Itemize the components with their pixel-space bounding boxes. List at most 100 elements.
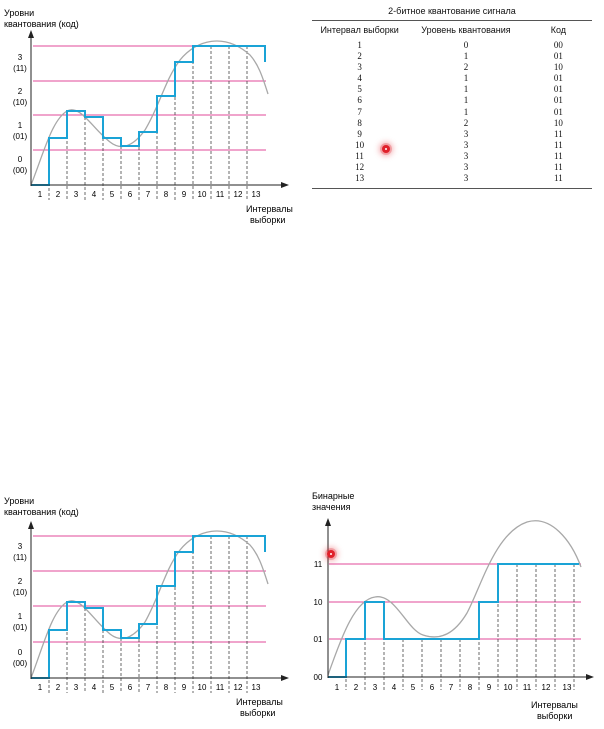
binary-staircase	[328, 563, 579, 678]
interval-label: 7	[449, 683, 454, 692]
level-code: (10)	[13, 588, 28, 597]
cell-code: 01	[553, 84, 563, 95]
interval-label: 6	[128, 190, 133, 199]
quantization-diagram-bottom: Уровни квантования (код) 0 (00) 1 (01) 2…	[4, 496, 289, 718]
cell-level: 1	[463, 84, 469, 95]
axes	[30, 34, 284, 186]
level-label: 3	[18, 542, 23, 551]
x-axis-title: Интервалы выборки	[531, 700, 578, 721]
interval-labels: 1 2 3 4 5 6 7 8 9 10 11 12 13	[38, 683, 261, 692]
cell-level: 3	[463, 128, 469, 139]
cell-interval: 12	[355, 162, 365, 173]
cell-code: 01	[553, 51, 563, 62]
table-row: 5 1 01	[312, 84, 592, 95]
interval-label: 7	[146, 683, 151, 692]
interval-labels: 1 2 3 4 5 6 7 8 9 10 11 12 13	[38, 190, 261, 199]
x-axis-arrow-icon	[281, 675, 289, 681]
level-label: 2	[18, 577, 23, 586]
table-row: 9 3 11	[312, 129, 592, 140]
cell-level: 2	[463, 117, 469, 128]
y-axis-title-line-2: квантования (код)	[4, 507, 79, 517]
cell-interval: 9	[357, 128, 362, 139]
interval-label: 9	[182, 190, 187, 199]
interval-label: 8	[164, 190, 169, 199]
header-level: Уровень квантования	[421, 25, 511, 35]
interval-label: 8	[468, 683, 473, 692]
cell-interval: 6	[357, 95, 362, 106]
cell-code: 11	[554, 128, 563, 139]
table-top-rule	[312, 20, 592, 21]
cell-code: 01	[553, 106, 563, 117]
cell-interval: 13	[355, 173, 365, 184]
table-title: 2-битное квантование сигнала	[388, 6, 516, 16]
level-label: 1	[18, 612, 23, 621]
cell-code: 11	[554, 139, 563, 150]
interval-label: 5	[110, 683, 115, 692]
interval-dashes	[345, 564, 575, 690]
interval-label: 12	[234, 190, 243, 199]
x-axis-title-line-1: Интервалы	[236, 697, 283, 707]
level-label: 1	[18, 121, 23, 130]
interval-label: 10	[198, 190, 207, 199]
interval-label: 2	[56, 683, 61, 692]
interval-label: 12	[542, 683, 551, 692]
table-header-row: Интервал выборки Уровень квантования Код	[312, 21, 592, 40]
cell-code: 00	[553, 40, 563, 50]
table-row: 3 2 10	[312, 62, 592, 73]
table-row: 4 1 01	[312, 73, 592, 84]
cell-level: 3	[463, 162, 469, 173]
table-row: 1 0 00	[312, 40, 592, 51]
level-labels: 0 (00) 1 (01) 2 (10) 3 (11)	[13, 542, 28, 668]
interval-label: 13	[252, 683, 261, 692]
level-label: 2	[18, 87, 23, 96]
interval-label: 13	[252, 190, 261, 199]
y-axis-arrow-icon	[28, 30, 34, 38]
level-label-00: 00	[314, 673, 323, 682]
level-code: (00)	[13, 659, 28, 668]
interval-label: 11	[216, 683, 225, 692]
cell-level: 1	[463, 95, 469, 106]
axes	[327, 522, 589, 678]
cell-level: 3	[463, 150, 469, 161]
table-row: 10 3 11	[312, 140, 592, 151]
x-axis-title-line-2: выборки	[240, 708, 275, 718]
table-row: 11 3 11	[312, 151, 592, 162]
cell-code: 01	[553, 73, 563, 84]
table-row: 8 2 10	[312, 118, 592, 129]
cell-code: 11	[554, 150, 563, 161]
cell-interval: 7	[357, 106, 362, 117]
level-label: 3	[18, 53, 23, 62]
level-label: 0	[18, 648, 23, 657]
interval-label: 4	[392, 683, 397, 692]
interval-label: 9	[487, 683, 492, 692]
interval-label: 10	[504, 683, 513, 692]
quantized-staircase	[31, 535, 266, 679]
interval-label: 11	[523, 683, 532, 692]
y-axis-title: Уровни квантования (код)	[4, 8, 79, 29]
interval-labels: 1 2 3 4 5 6 7 8 9 10 11 12 13	[335, 683, 572, 692]
interval-label: 12	[234, 683, 243, 692]
cell-code: 11	[554, 162, 563, 173]
interval-label: 6	[128, 683, 133, 692]
cell-level: 1	[463, 106, 469, 117]
cell-level: 2	[463, 62, 469, 73]
level-label: 0	[18, 155, 23, 164]
quantization-table-panel: 2-битное квантование сигнала Интервал вы…	[312, 6, 592, 190]
cell-interval: 11	[355, 150, 364, 161]
cell-interval: 1	[357, 40, 362, 50]
x-axis-title: Интервалы выборки	[236, 697, 283, 718]
y-axis-title-line-2: значения	[312, 502, 351, 512]
level-label-01: 01	[314, 635, 323, 644]
interval-label: 7	[146, 190, 151, 199]
x-axis-title-line-1: Интервалы	[246, 204, 293, 214]
red-dot-marker-icon	[327, 550, 335, 558]
interval-label: 1	[38, 190, 43, 199]
table-row: 6 1 01	[312, 95, 592, 106]
cell-interval: 5	[357, 84, 362, 95]
interval-label: 3	[74, 683, 79, 692]
cell-level: 3	[463, 173, 469, 184]
interval-label: 13	[563, 683, 572, 692]
interval-label: 4	[92, 683, 97, 692]
quantization-diagram-top: Уровни квантования (код) 0 (00) 1 (01) 2…	[4, 8, 293, 225]
interval-label: 8	[164, 683, 169, 692]
